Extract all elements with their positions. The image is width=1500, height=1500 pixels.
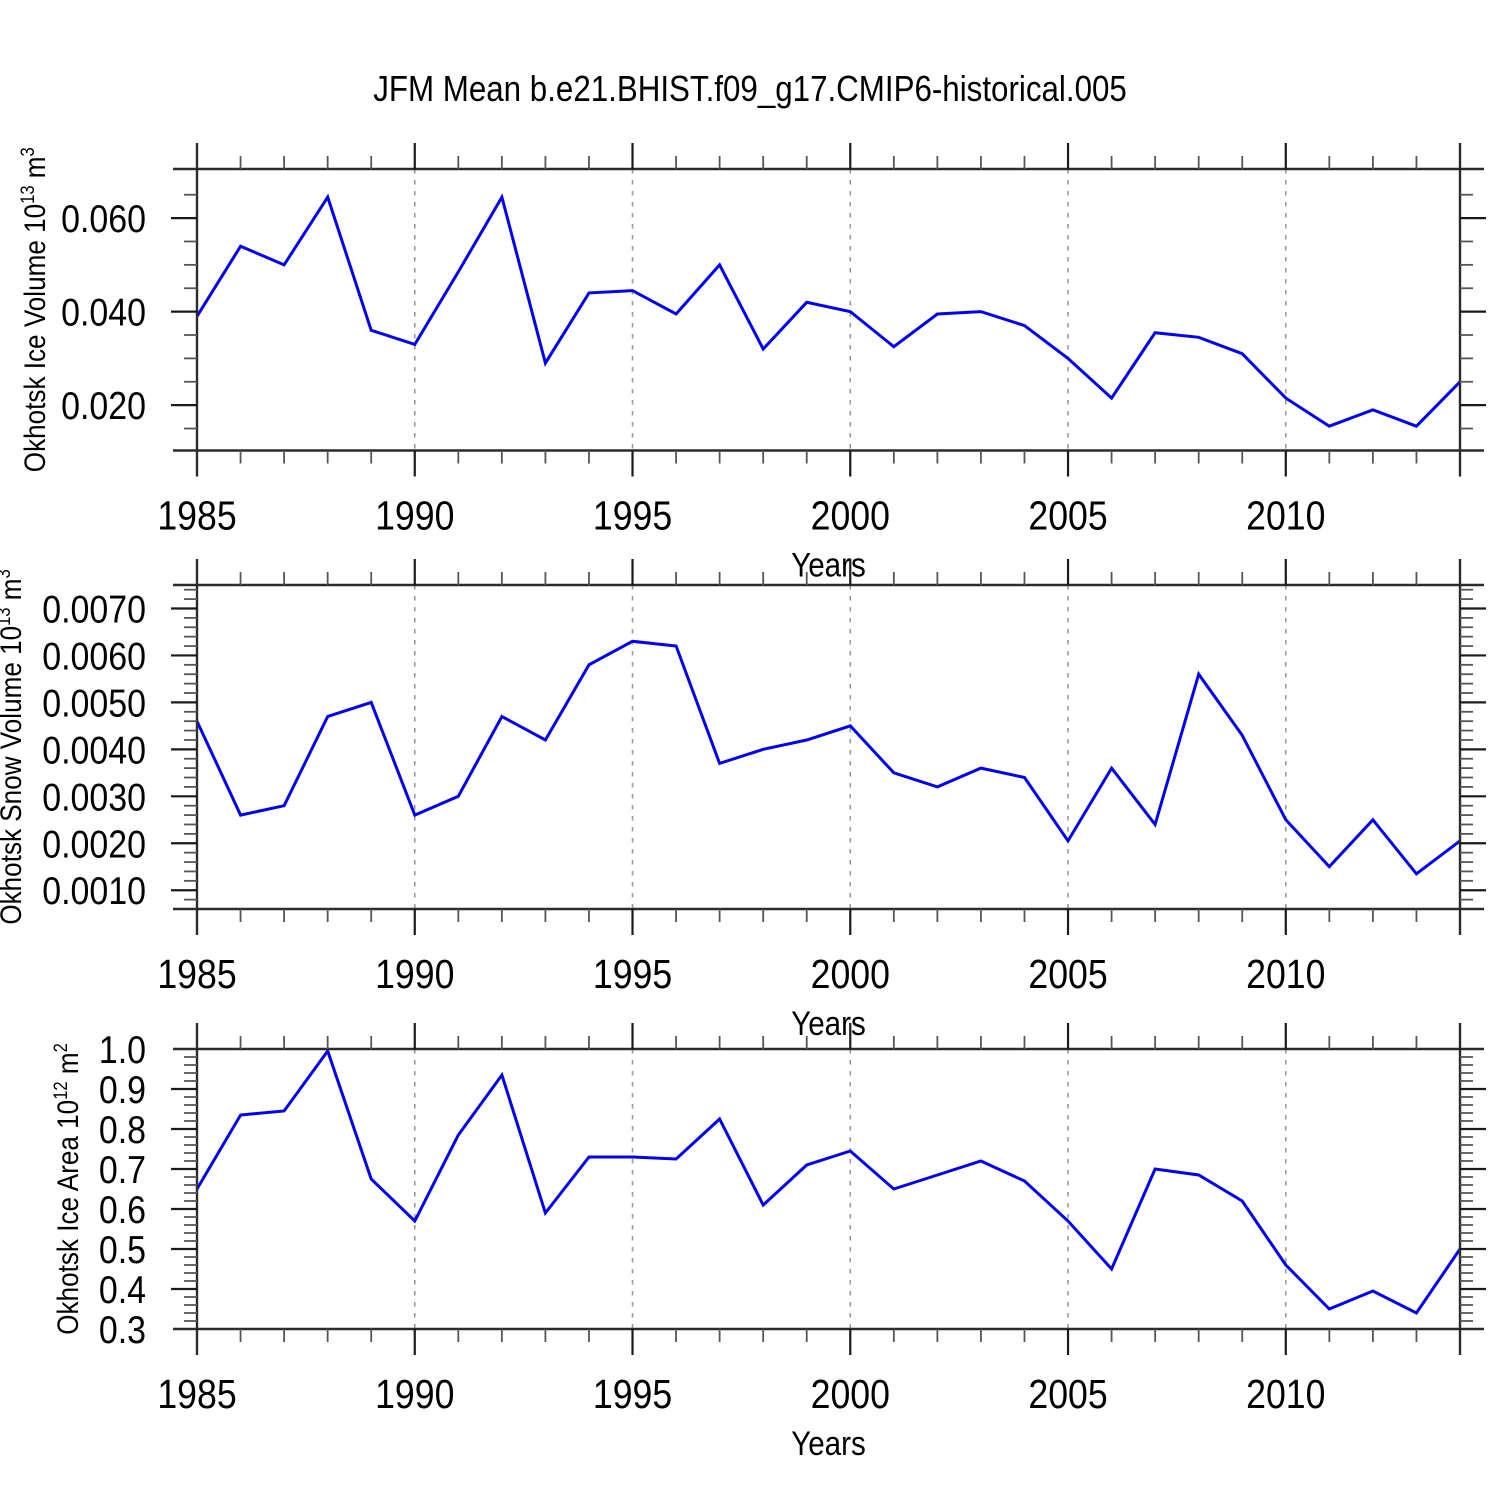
y-tick-label: 0.040 [61, 290, 146, 334]
y-tick-label: 0.8 [99, 1108, 146, 1152]
x-tick-label: 1985 [157, 952, 236, 998]
x-tick-label: 2010 [1246, 952, 1325, 998]
y-tick-label: 0.4 [99, 1268, 146, 1312]
y-tick-label: 0.0060 [42, 634, 146, 678]
data-line-okhotsk-snow-volume [195, 639, 1461, 876]
y-axis-title: Okhotsk Snow Volume 1013 m3 [0, 569, 27, 924]
x-tick-label: 1990 [375, 952, 454, 998]
x-tick-label: 2005 [1028, 493, 1107, 539]
y-tick-label: 0.020 [61, 384, 146, 428]
y-tick-label: 0.0070 [42, 587, 146, 631]
y-tick-label: 0.5 [99, 1228, 146, 1272]
figure-title: JFM Mean b.e21.BHIST.f09_g17.CMIP6-histo… [373, 69, 1127, 110]
x-tick-label: 2000 [811, 952, 890, 998]
x-tick-label: 1995 [593, 952, 672, 998]
x-tick-label: 2000 [811, 1372, 890, 1418]
x-tick-label: 1995 [593, 1372, 672, 1418]
chart-snow-volume: 0.00100.00200.00300.00400.00500.00600.00… [0, 559, 1486, 1042]
chart-ice-volume: 0.020 0.040 0.060 1985 1990 1995 2000 2005 2010 Y… [17, 143, 1486, 584]
x-axis-title: Years [791, 1424, 866, 1462]
y-tick-label: 1.0 [99, 1028, 146, 1072]
y-tick-label: 0.7 [99, 1148, 146, 1192]
x-tick-label: 2005 [1028, 952, 1107, 998]
x-tick-label: 1990 [375, 1372, 454, 1418]
x-axis-title: Years [791, 1004, 866, 1042]
x-tick-label: 1990 [375, 493, 454, 539]
data-line-okhotsk-ice-volume [195, 193, 1462, 428]
x-tick-label: 2000 [811, 493, 890, 539]
x-tick-label: 2010 [1246, 493, 1325, 539]
data-line-okhotsk-ice-area [195, 1047, 1462, 1315]
y-tick-label: 0.0040 [42, 728, 146, 772]
x-tick-label: 2005 [1028, 1372, 1107, 1418]
y-tick-label: 0.0050 [42, 681, 146, 725]
y-axis-title: Okhotsk Ice Area 1012 m2 [50, 1043, 84, 1335]
x-tick-label: 1995 [593, 493, 672, 539]
x-axis-title: Years [791, 546, 866, 584]
y-tick-label: 0.0020 [42, 822, 146, 866]
y-tick-label: 0.6 [99, 1188, 146, 1232]
chart-ice-area: 0.30.40.50.60.70.80.91.0 1985 1990 1995 2000… [50, 1023, 1486, 1462]
y-axis-title: Okhotsk Ice Volume 1013 m3 [17, 147, 51, 472]
x-tick-label: 1985 [157, 1372, 236, 1418]
y-tick-label: 0.3 [99, 1308, 146, 1352]
y-tick-label: 0.0030 [42, 775, 146, 819]
y-tick-label: 0.9 [99, 1068, 146, 1112]
x-tick-label: 2010 [1246, 1372, 1325, 1418]
y-tick-label: 0.0010 [42, 869, 146, 913]
y-tick-label: 0.060 [61, 197, 146, 241]
x-tick-label: 1985 [157, 493, 236, 539]
